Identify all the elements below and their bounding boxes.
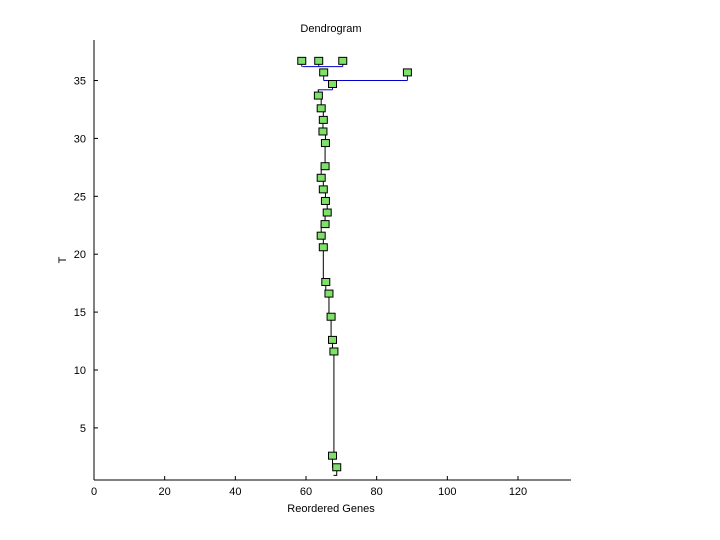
- cluster-node-marker: [320, 220, 330, 229]
- cluster-node-marker: [314, 56, 324, 65]
- cluster-node-marker: [313, 91, 323, 100]
- cluster-node-marker: [318, 127, 328, 136]
- cluster-node-marker: [326, 312, 336, 321]
- cluster-node-marker: [316, 173, 326, 182]
- y-tick-label: 15: [74, 307, 86, 319]
- y-tick-label: 20: [74, 249, 86, 261]
- y-axis-label: T: [57, 256, 69, 263]
- axes: [93, 40, 571, 481]
- x-tick-label: 0: [91, 486, 97, 498]
- cluster-node-marker: [319, 68, 329, 77]
- cluster-node-marker: [328, 451, 337, 460]
- cluster-node-marker: [316, 104, 326, 113]
- cluster-node-marker: [316, 231, 326, 240]
- x-tick-label: 20: [159, 486, 171, 498]
- cluster-node-marker: [324, 289, 334, 298]
- cluster-node-marker: [402, 68, 412, 77]
- x-axis-label: Reordered Genes: [287, 503, 375, 515]
- x-ticks: 0 20 40 60 80 100 120: [91, 476, 527, 498]
- x-tick-label: 80: [371, 486, 383, 498]
- cluster-node-marker: [320, 162, 330, 171]
- y-tick-label: 25: [74, 191, 86, 203]
- cluster-node-marker: [318, 185, 328, 194]
- cluster-links: [301, 60, 408, 91]
- cluster-node-marker: [320, 196, 330, 205]
- cluster-node-marker: [332, 463, 342, 472]
- cluster-node-marker: [321, 278, 331, 286]
- x-tick-label: 60: [300, 486, 312, 498]
- cluster-node-marker: [328, 80, 337, 88]
- cluster-node-marker: [318, 115, 328, 124]
- y-tick-label: 5: [80, 423, 86, 435]
- cluster-node-marker: [328, 335, 337, 344]
- cluster-nodes: [297, 56, 412, 472]
- cluster-node-marker: [338, 56, 348, 65]
- y-tick-label: 30: [74, 133, 86, 145]
- y-ticks: 5 10 15 20 25 30 35: [74, 76, 98, 435]
- cluster-node-marker: [329, 347, 339, 356]
- x-tick-label: 100: [438, 486, 456, 498]
- cluster-node-marker: [322, 208, 332, 217]
- cluster-node-marker: [297, 56, 307, 65]
- y-tick-label: 35: [74, 76, 86, 88]
- x-tick-label: 120: [509, 486, 527, 498]
- cluster-node-marker: [320, 139, 330, 148]
- y-tick-label: 10: [74, 365, 86, 377]
- x-tick-label: 40: [229, 486, 241, 498]
- chart-title: Dendrogram: [300, 23, 361, 35]
- cluster-node-marker: [318, 243, 328, 252]
